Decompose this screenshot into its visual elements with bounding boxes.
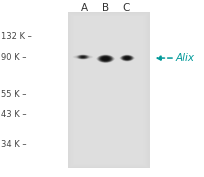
Bar (81, 21, 135, 160)
Ellipse shape (79, 56, 86, 58)
Text: 43 K –: 43 K – (1, 110, 27, 119)
Ellipse shape (77, 55, 88, 59)
Bar (82, 22, 134, 159)
Text: 55 K –: 55 K – (1, 90, 26, 99)
Bar (80, 20, 137, 160)
Ellipse shape (97, 56, 113, 62)
Ellipse shape (97, 55, 113, 63)
Bar (87, 25, 129, 156)
Ellipse shape (81, 56, 84, 58)
Ellipse shape (119, 55, 134, 61)
Text: 90 K –: 90 K – (1, 53, 26, 62)
Bar (67, 12, 149, 168)
Bar (75, 17, 142, 164)
Ellipse shape (80, 56, 85, 58)
Ellipse shape (122, 56, 131, 60)
Ellipse shape (123, 56, 130, 60)
Ellipse shape (121, 55, 132, 61)
Bar (91, 27, 126, 153)
Ellipse shape (99, 56, 111, 62)
Ellipse shape (103, 58, 108, 60)
Ellipse shape (99, 56, 111, 62)
Text: 34 K –: 34 K – (1, 140, 27, 149)
Ellipse shape (124, 57, 129, 59)
Ellipse shape (125, 58, 128, 59)
Ellipse shape (101, 57, 109, 61)
Ellipse shape (121, 55, 132, 61)
Ellipse shape (78, 55, 88, 59)
Ellipse shape (98, 56, 112, 61)
Bar (88, 26, 128, 155)
Ellipse shape (104, 58, 106, 59)
Bar (73, 16, 143, 164)
Ellipse shape (96, 55, 114, 62)
Ellipse shape (121, 55, 132, 61)
Ellipse shape (98, 55, 112, 62)
Ellipse shape (78, 55, 87, 59)
Ellipse shape (77, 55, 89, 59)
Ellipse shape (125, 57, 128, 59)
Ellipse shape (101, 57, 110, 61)
Bar (83, 22, 133, 158)
Ellipse shape (124, 57, 129, 59)
Bar (77, 19, 139, 162)
Bar (70, 14, 146, 167)
Ellipse shape (80, 56, 85, 58)
Ellipse shape (101, 56, 109, 61)
Text: C: C (122, 3, 129, 13)
Ellipse shape (120, 55, 133, 61)
Ellipse shape (104, 58, 106, 59)
Ellipse shape (99, 56, 111, 61)
Ellipse shape (124, 57, 129, 59)
Ellipse shape (100, 56, 110, 62)
Bar (67, 12, 149, 168)
Ellipse shape (76, 55, 89, 59)
Ellipse shape (72, 55, 93, 59)
Ellipse shape (81, 56, 84, 58)
Ellipse shape (102, 57, 109, 61)
Ellipse shape (102, 57, 108, 60)
Ellipse shape (122, 56, 131, 61)
Text: B: B (102, 3, 109, 13)
Ellipse shape (120, 56, 133, 60)
Text: Alix: Alix (174, 53, 193, 63)
Bar (84, 23, 132, 157)
Bar (71, 15, 145, 166)
Ellipse shape (78, 55, 87, 59)
Text: 132 K –: 132 K – (1, 32, 32, 41)
Ellipse shape (122, 56, 131, 60)
Ellipse shape (123, 56, 130, 60)
Bar (76, 18, 140, 163)
Bar (89, 26, 127, 154)
Bar (78, 19, 138, 161)
Ellipse shape (120, 55, 133, 61)
Ellipse shape (79, 55, 86, 59)
Ellipse shape (121, 56, 132, 60)
Ellipse shape (97, 55, 113, 63)
Ellipse shape (103, 58, 107, 60)
Ellipse shape (123, 56, 130, 60)
Text: A: A (80, 3, 87, 13)
Bar (69, 13, 148, 167)
Ellipse shape (100, 56, 110, 61)
Ellipse shape (79, 56, 86, 58)
Bar (86, 24, 131, 156)
Ellipse shape (98, 55, 112, 62)
Bar (72, 16, 144, 165)
Ellipse shape (81, 56, 85, 58)
